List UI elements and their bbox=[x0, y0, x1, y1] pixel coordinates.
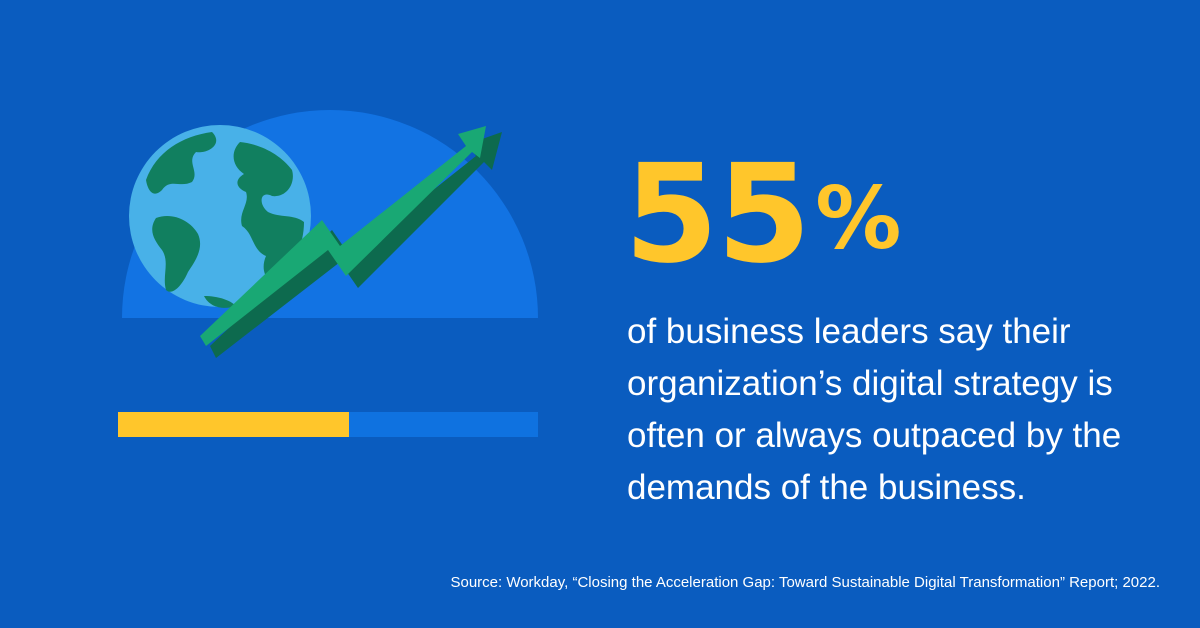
progress-bar bbox=[118, 412, 538, 437]
stat-description: of business leaders say their organizati… bbox=[627, 312, 1122, 507]
source-citation: Source: Workday, “Closing the Accelerati… bbox=[450, 574, 1160, 591]
globe-icon bbox=[129, 125, 311, 308]
illustration bbox=[122, 110, 538, 358]
growth-arrow-icon bbox=[200, 126, 502, 358]
stat-percentage: 55% bbox=[624, 140, 901, 290]
stat-value: 55 bbox=[624, 136, 811, 294]
percent-sign: % bbox=[815, 169, 901, 269]
progress-bar-fill bbox=[118, 412, 349, 437]
